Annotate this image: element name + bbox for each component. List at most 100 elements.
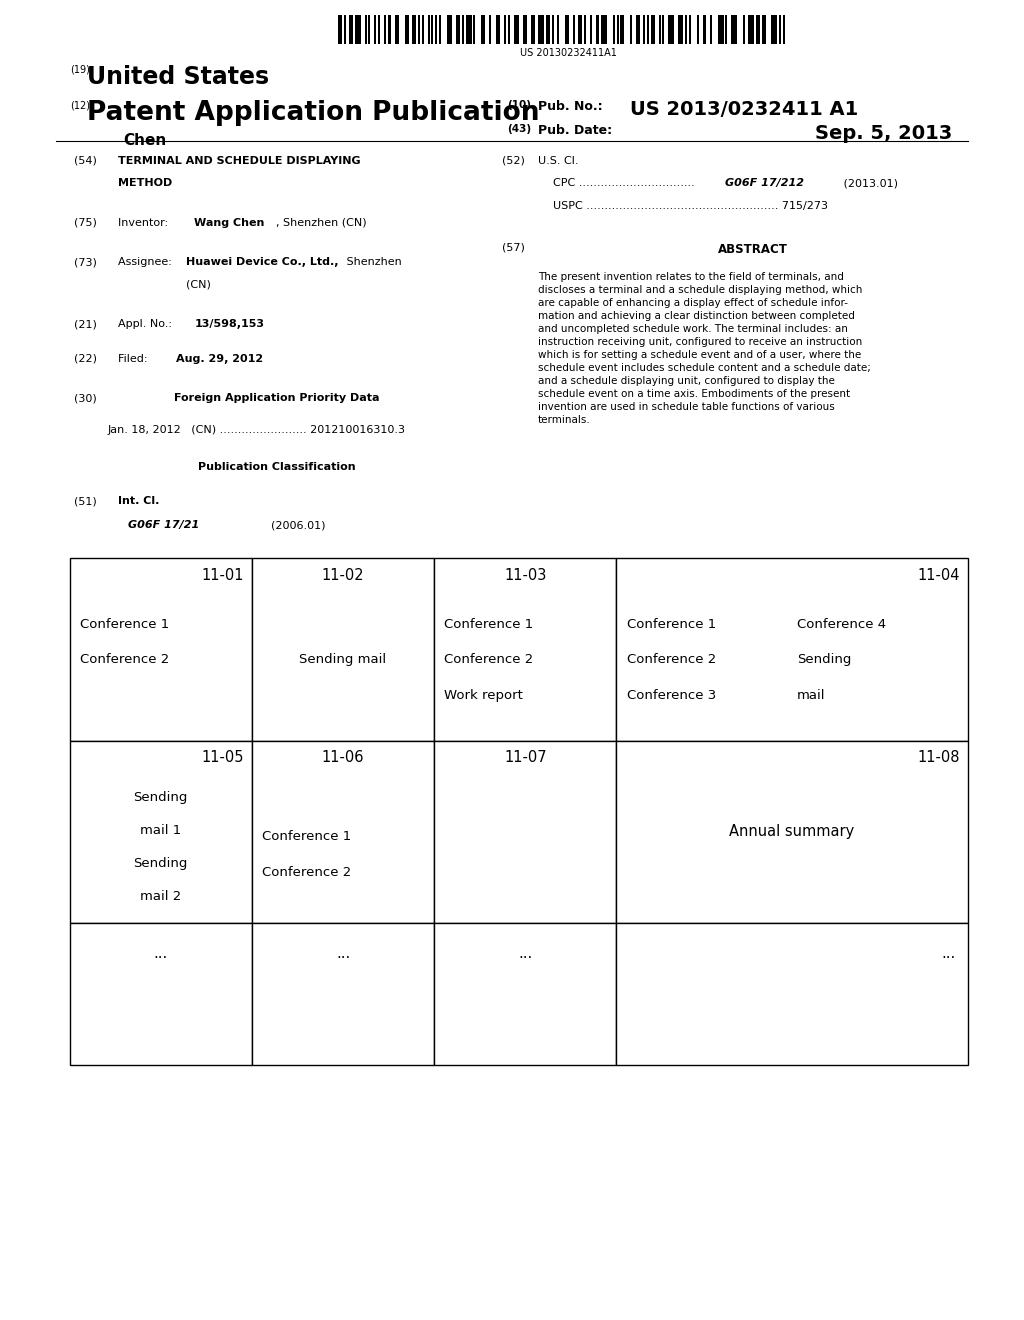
Text: 11-01: 11-01	[201, 568, 244, 582]
Bar	[702, 15, 707, 44]
Bar	[349, 15, 353, 44]
Bar	[647, 15, 649, 44]
Text: Conference 2: Conference 2	[262, 866, 351, 879]
Text: Inventor:: Inventor:	[118, 218, 175, 228]
Bar	[439, 15, 441, 44]
Text: (21): (21)	[74, 319, 96, 330]
Text: (10): (10)	[507, 100, 530, 111]
Text: mail: mail	[798, 689, 825, 702]
Text: United States: United States	[87, 65, 269, 88]
Text: (51): (51)	[74, 496, 96, 507]
Bar	[762, 15, 766, 44]
Bar	[473, 15, 475, 44]
Text: (57): (57)	[502, 243, 524, 253]
Text: (22): (22)	[74, 354, 96, 364]
Bar	[252, 741, 434, 923]
Text: Conference 1: Conference 1	[80, 618, 169, 631]
Text: METHOD: METHOD	[118, 178, 172, 189]
Bar	[643, 15, 645, 44]
Text: ...: ...	[336, 946, 350, 961]
Text: Conference 1: Conference 1	[262, 830, 351, 843]
Bar	[756, 15, 760, 44]
Bar	[374, 15, 376, 44]
Bar	[630, 15, 632, 44]
Text: Chen: Chen	[123, 133, 166, 148]
Bar	[504, 15, 506, 44]
Bar	[669, 15, 674, 44]
Bar	[428, 15, 429, 44]
Bar	[365, 15, 367, 44]
Bar	[344, 15, 345, 44]
Bar	[546, 15, 550, 44]
Text: Sending mail: Sending mail	[299, 653, 387, 667]
Bar	[616, 558, 968, 741]
Text: Conference 2: Conference 2	[80, 653, 169, 667]
Bar	[579, 15, 583, 44]
Text: US 20130232411A1: US 20130232411A1	[520, 48, 616, 58]
Text: (30): (30)	[74, 393, 96, 404]
Text: (CN): (CN)	[186, 280, 211, 290]
Text: ...: ...	[518, 946, 532, 961]
Bar	[658, 15, 660, 44]
Text: 11-04: 11-04	[916, 568, 959, 582]
Text: Huawei Device Co., Ltd.,: Huawei Device Co., Ltd.,	[186, 257, 339, 268]
Bar	[771, 15, 777, 44]
Bar	[572, 15, 574, 44]
Bar	[663, 15, 665, 44]
Text: 11-05: 11-05	[201, 750, 244, 764]
Bar	[413, 15, 416, 44]
Bar	[697, 15, 698, 44]
Bar	[689, 15, 691, 44]
Text: TERMINAL AND SCHEDULE DISPLAYING: TERMINAL AND SCHEDULE DISPLAYING	[118, 156, 360, 166]
Text: Pub. No.:: Pub. No.:	[538, 100, 602, 114]
Bar	[457, 15, 460, 44]
Bar	[779, 15, 781, 44]
Text: G06F 17/212: G06F 17/212	[725, 178, 804, 189]
Bar	[552, 15, 554, 44]
Bar	[616, 15, 618, 44]
Text: Conference 1: Conference 1	[444, 618, 534, 631]
Bar	[742, 15, 744, 44]
Bar	[612, 15, 614, 44]
Text: Work report: Work report	[444, 689, 523, 702]
Bar	[431, 15, 433, 44]
Bar	[678, 15, 683, 44]
Bar	[446, 15, 453, 44]
Bar	[590, 15, 592, 44]
Text: Filed:: Filed:	[118, 354, 172, 364]
Bar	[434, 923, 616, 1065]
Text: (12): (12)	[70, 100, 90, 111]
Text: 11-06: 11-06	[322, 750, 365, 764]
Text: Conference 1: Conference 1	[627, 618, 716, 631]
Bar	[422, 15, 424, 44]
Bar	[596, 15, 599, 44]
Text: Sending: Sending	[133, 791, 188, 804]
Bar	[462, 15, 464, 44]
Text: (54): (54)	[74, 156, 96, 166]
Text: , Shenzhen (CN): , Shenzhen (CN)	[276, 218, 368, 228]
Text: Sending: Sending	[133, 857, 188, 870]
Text: 11-07: 11-07	[504, 750, 547, 764]
Text: (43): (43)	[507, 124, 531, 135]
Bar	[601, 15, 607, 44]
Text: Sending: Sending	[798, 653, 852, 667]
Text: G06F 17/21: G06F 17/21	[128, 520, 200, 531]
Bar	[70, 558, 252, 741]
Bar	[70, 923, 252, 1065]
Text: ...: ...	[941, 946, 955, 961]
Text: Appl. No.:: Appl. No.:	[118, 319, 175, 330]
Bar	[616, 923, 968, 1065]
Bar	[725, 15, 727, 44]
Text: 13/598,153: 13/598,153	[195, 319, 264, 330]
Text: mail 2: mail 2	[140, 890, 181, 903]
Text: CPC ................................: CPC ................................	[553, 178, 698, 189]
Bar	[523, 15, 527, 44]
Bar	[621, 15, 625, 44]
Bar	[404, 15, 409, 44]
Bar	[636, 15, 640, 44]
Text: Conference 2: Conference 2	[444, 653, 534, 667]
Text: Foreign Application Priority Data: Foreign Application Priority Data	[174, 393, 379, 404]
Text: Aug. 29, 2012: Aug. 29, 2012	[176, 354, 263, 364]
Bar	[616, 741, 968, 923]
Text: Shenzhen: Shenzhen	[343, 257, 401, 268]
